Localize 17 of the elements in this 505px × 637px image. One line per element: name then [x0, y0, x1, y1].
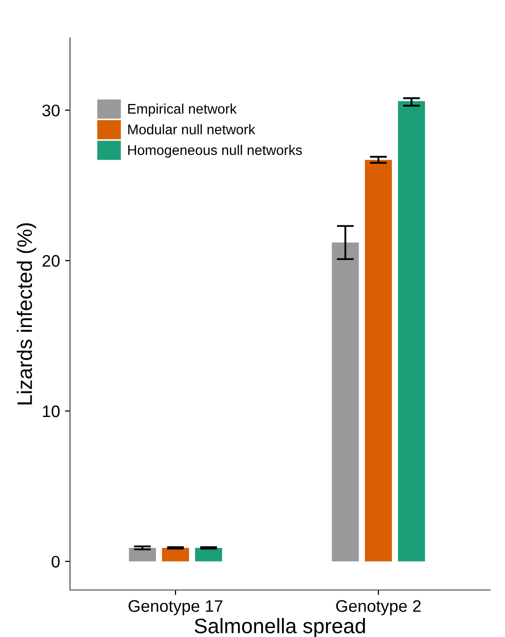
y-tick-label: 0: [52, 556, 60, 568]
bar: [195, 548, 222, 562]
legend-label: Homogeneous null networks: [128, 144, 302, 158]
bar: [128, 548, 156, 562]
y-tick-label: 20: [42, 255, 60, 267]
x-tick-label: Genotype 17: [128, 600, 222, 616]
legend-label: Empirical network: [128, 104, 237, 116]
bar: [398, 101, 425, 562]
y-tick-label: 10: [43, 405, 60, 418]
y-axis-title: Lizards infected (%): [16, 223, 36, 404]
bar: [364, 160, 392, 562]
bar: [162, 548, 189, 562]
x-axis-title: Salmonella spread: [194, 618, 365, 637]
x-tick-label: Genotype 2: [336, 600, 421, 616]
legend-label: Modular null network: [128, 124, 256, 134]
y-tick-label: 30: [42, 104, 60, 116]
bar: [332, 242, 359, 562]
